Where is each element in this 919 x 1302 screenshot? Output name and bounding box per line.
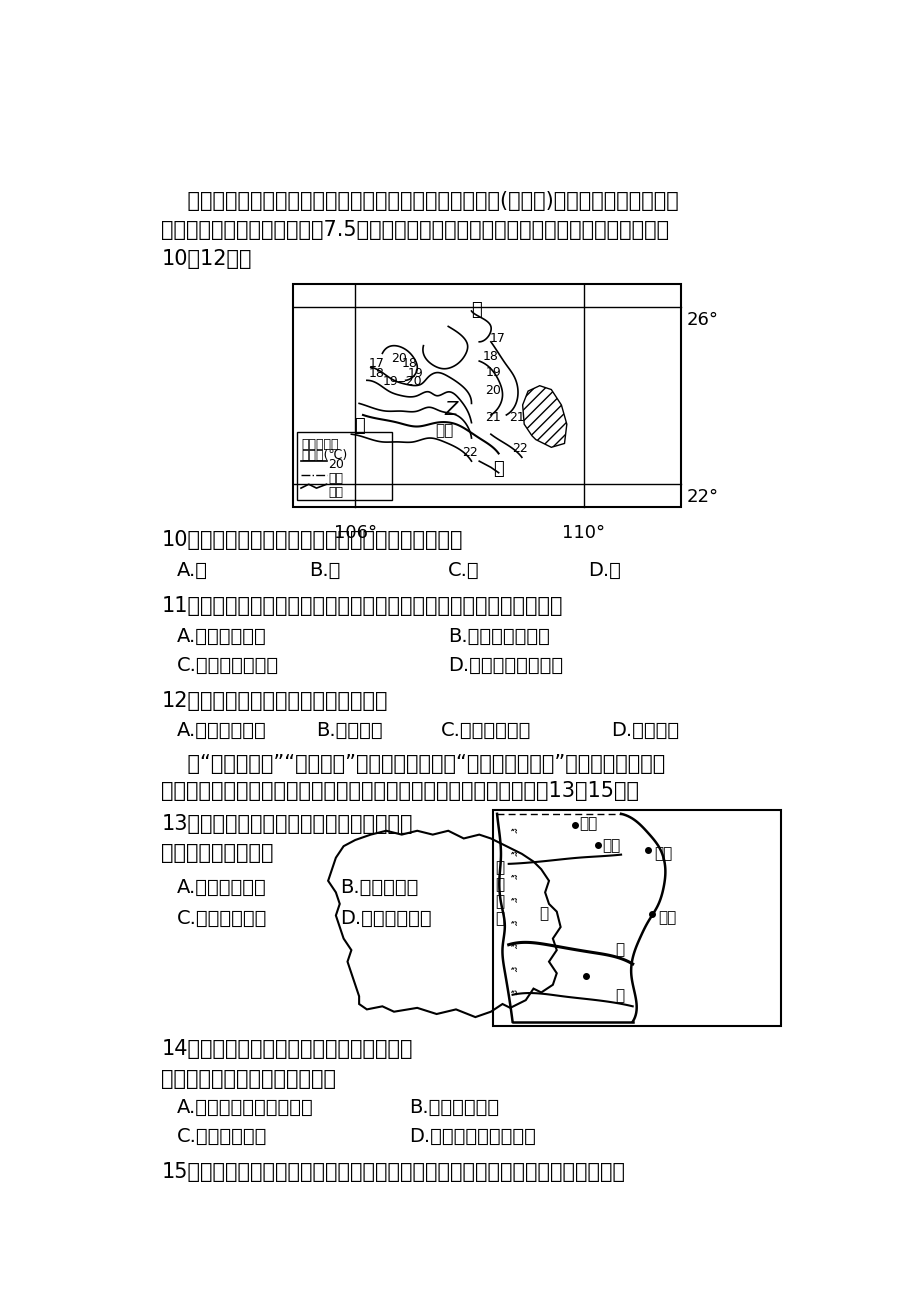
Text: 15、天津、青岛、大连吸引外资企业纷纷落户，其共同的优势区位条件是（　　）: 15、天津、青岛、大连吸引外资企业纷纷落户，其共同的优势区位条件是（ ） [162, 1161, 625, 1182]
Text: A.节约土地资源: A.节约土地资源 [176, 626, 267, 646]
Text: 17: 17 [368, 357, 384, 370]
Text: 山: 山 [495, 894, 505, 909]
Text: 青岛: 青岛 [658, 910, 675, 924]
Text: 20: 20 [328, 458, 344, 471]
Text: B.东高西低: B.东高西低 [316, 721, 382, 741]
Text: C.中间高四周低: C.中间高四周低 [440, 721, 530, 741]
Text: 18: 18 [402, 357, 417, 370]
Text: 18: 18 [368, 367, 384, 380]
Text: 22°: 22° [686, 488, 719, 506]
Text: 17: 17 [490, 332, 505, 345]
Text: A.光热条件好，雨热同期: A.光热条件好，雨热同期 [176, 1098, 313, 1117]
Text: 生长的主要有利条件是（　　）: 生长的主要有利条件是（ ） [162, 1069, 336, 1088]
Text: A.矿产资源不足: A.矿产资源不足 [176, 878, 267, 897]
Text: A.西北高东南低: A.西北高东南低 [176, 721, 267, 741]
Polygon shape [522, 385, 566, 448]
Text: 丁: 丁 [493, 460, 504, 478]
Text: 行: 行 [495, 878, 505, 892]
Text: B.地势平坦开阔: B.地势平坦开阔 [409, 1098, 499, 1117]
Text: Z: Z [444, 400, 458, 418]
Text: 大连: 大连 [653, 846, 672, 861]
Text: 河流: 河流 [328, 486, 343, 499]
Text: D.洪水灾害频发: D.洪水灾害频发 [339, 909, 431, 927]
Text: 海经济圈作为东部的一个重要组成部分，正在加速崛起。读下图，完成13～15题。: 海经济圈作为东部的一个重要组成部分，正在加速崛起。读下图，完成13～15题。 [162, 781, 639, 801]
Text: 10、上图所示区域最适宜种植木薇的地方是（　　）: 10、上图所示区域最适宜种植木薇的地方是（ ） [162, 530, 462, 551]
Text: C.人口密度较大: C.人口密度较大 [176, 909, 267, 927]
Text: 淮: 淮 [615, 988, 624, 1004]
Text: 继“西部大开发”“中部崛起”后，我国又制订了“实现东部新跨越”的战略方针，环渤: 继“西部大开发”“中部崛起”后，我国又制订了“实现东部新跨越”的战略方针，环渤 [162, 754, 665, 773]
Text: 年平均气温: 年平均气温 [301, 437, 338, 450]
Text: 南宁: 南宁 [435, 423, 453, 437]
Text: 19‒20: 19‒20 [382, 375, 422, 388]
Text: D.南高北低: D.南高北低 [610, 721, 678, 741]
Text: 19: 19 [485, 366, 501, 379]
Text: 脚: 脚 [495, 911, 505, 926]
Bar [293, 284, 680, 508]
Text: 省界: 省界 [328, 471, 343, 484]
Text: D.丁: D.丁 [587, 561, 620, 581]
Text: 木薇是喜高温、不耐霜雪作物，也是生物质能源燃料乙醇(新能源)的重要原料。每生产燃: 木薇是喜高温、不耐霜雪作物，也是生物质能源燃料乙醇(新能源)的重要原料。每生产燃 [162, 191, 678, 211]
Text: B.原料有可再生性: B.原料有可再生性 [448, 626, 550, 646]
Text: 12、该区域地势的总体特征是（　　）: 12、该区域地势的总体特征是（ ） [162, 690, 388, 711]
Text: 11、与化石能源相比，种植木薇、发展木薇燃料乙醇的优点是（　　）: 11、与化石能源相比，种植木薇、发展木薇燃料乙醇的优点是（ ） [162, 596, 562, 616]
Text: 天津: 天津 [602, 838, 620, 853]
Text: 河: 河 [615, 943, 624, 957]
Text: 110°: 110° [562, 525, 605, 543]
Text: 甲: 甲 [471, 301, 482, 319]
Bar [493, 810, 780, 1026]
Text: 19: 19 [407, 367, 424, 380]
Text: 北京: 北京 [579, 816, 596, 831]
Text: 106°: 106° [334, 525, 377, 543]
Text: D.原料适宜长期储存: D.原料适宜长期储存 [448, 656, 562, 674]
Text: D.降水丰富，水源充足: D.降水丰富，水源充足 [409, 1128, 536, 1146]
Text: 21: 21 [508, 411, 524, 424]
Text: 20: 20 [391, 352, 406, 365]
Text: B.乙: B.乙 [309, 561, 340, 581]
Text: 22: 22 [512, 441, 528, 454]
Text: 首要因素是（　　）: 首要因素是（ ） [162, 844, 274, 863]
Text: 21: 21 [485, 411, 501, 424]
Bar [297, 432, 391, 500]
Text: C.减少原料运输量: C.减少原料运输量 [176, 656, 278, 674]
Text: 20: 20 [485, 384, 501, 397]
Text: 10～12题。: 10～12题。 [162, 250, 252, 270]
Text: 太: 太 [495, 861, 505, 875]
Text: 丙: 丙 [353, 417, 364, 435]
Text: 13、目前，影响环渤海经济圈可持续发展的: 13、目前，影响环渤海经济圈可持续发展的 [162, 814, 413, 833]
Text: 26°: 26° [686, 311, 718, 329]
Text: 22: 22 [461, 445, 478, 458]
Text: 18: 18 [482, 349, 498, 362]
Text: C.土壤深厚肥沃: C.土壤深厚肥沃 [176, 1128, 267, 1146]
Text: 甲: 甲 [539, 906, 549, 922]
Text: 等値线(℃): 等値线(℃) [301, 449, 346, 462]
Text: C.丙: C.丙 [448, 561, 480, 581]
Text: 料乙醇１吨需要消耗鲜木薇坠7.5吨。下图是某省级行政区年均温分布图，读图和材料回答: 料乙醇１吨需要消耗鲜木薇坠7.5吨。下图是某省级行政区年均温分布图，读图和材料回… [162, 220, 669, 240]
Text: 14、甲地是我国重要的商品棉基地，其棉花: 14、甲地是我国重要的商品棉基地，其棉花 [162, 1039, 413, 1060]
Text: B.水资源短缺: B.水资源短缺 [339, 878, 417, 897]
Text: A.甲: A.甲 [176, 561, 208, 581]
